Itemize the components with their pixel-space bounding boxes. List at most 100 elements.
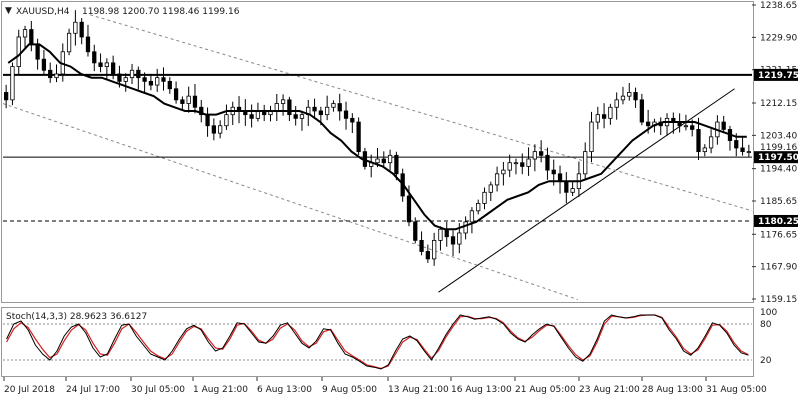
candle-body (406, 195, 412, 223)
level-tag (754, 68, 798, 81)
channel-line (89, 14, 753, 212)
candle-body (218, 125, 223, 134)
candle-body (740, 147, 745, 153)
candle-body (299, 114, 305, 119)
candle-body (92, 51, 97, 64)
candle-body (48, 69, 53, 79)
price-axis-label: 1194.40 (760, 165, 797, 175)
candle-body (381, 158, 386, 164)
candle-body (494, 173, 500, 186)
time-axis-label: 24 Jul 17:00 (66, 385, 120, 395)
candle-body (293, 114, 298, 119)
candle-body (734, 140, 739, 149)
candle-body (557, 173, 563, 182)
symbol-icon: ▼ (5, 6, 12, 16)
candle-body (104, 62, 109, 67)
candle-body (148, 80, 154, 86)
candle-body (280, 99, 286, 104)
candle-body (469, 210, 475, 223)
candle-body (98, 62, 103, 67)
oscillator-axis-label: 80 (760, 320, 772, 330)
time-axis: 20 Jul 2018 24 Jul 17:00 30 Jul 05:00 1 Aug… (3, 377, 767, 395)
candle-body (746, 151, 751, 154)
candle-body (10, 66, 15, 101)
candle-body (180, 99, 185, 104)
candle-body (526, 158, 531, 167)
candle-body (331, 103, 336, 108)
candle-body (488, 184, 493, 193)
candle-body (111, 62, 116, 75)
candle-body (22, 29, 28, 38)
price-axis-label: 1229.90 (760, 33, 797, 43)
candle-body (551, 169, 556, 175)
candle-body (4, 92, 9, 101)
candle-body (123, 77, 128, 82)
oscillator-panel-frame (1, 307, 754, 377)
candle-body (66, 32, 72, 53)
candle-body (167, 80, 172, 90)
candle-body (186, 95, 191, 104)
candle-body (85, 36, 91, 53)
candle-body (639, 99, 644, 123)
candle-body (570, 188, 575, 193)
candle-body (35, 43, 40, 60)
oscillator-axis-label: 100 (760, 308, 777, 318)
time-axis-label: 21 Aug 05:00 (515, 385, 576, 395)
price-axis-label: 1238.65 (760, 1, 797, 11)
stochastic-oscillator: 100 80 20 (3, 308, 777, 370)
candle-body (476, 203, 481, 212)
time-axis-label: 9 Aug 05:00 (322, 385, 377, 395)
candle-body (173, 88, 179, 101)
level-tag (754, 151, 798, 164)
candle-body (318, 110, 323, 116)
candle-body (633, 92, 638, 101)
candle-body (29, 29, 34, 45)
candle-body (683, 125, 689, 128)
candle-body (350, 117, 355, 123)
candle-body (287, 99, 292, 116)
candle-body (375, 158, 380, 164)
candle-body (136, 69, 141, 79)
time-axis-label: 30 Jul 05:00 (131, 385, 185, 395)
chart-header-symbol: XAUUSD,H4 (16, 7, 70, 17)
price-axis-label: 1167.90 (760, 263, 797, 273)
candle-body (161, 77, 166, 82)
price-level-tags: 1219.75 1197.50 1180.25 1199.16 (754, 68, 799, 227)
candle-body (312, 106, 317, 112)
moving-average-line (7, 43, 747, 231)
candle-body (413, 221, 418, 241)
candle-body (205, 114, 210, 127)
candle-body (539, 151, 544, 156)
candle-body (520, 162, 525, 167)
candle-body (507, 162, 512, 171)
candle-body (142, 77, 147, 82)
candle-body (394, 154, 399, 175)
candle-body (513, 162, 519, 165)
candle-body (595, 114, 600, 123)
candle-body (419, 239, 424, 252)
price-axis-label: 1203.40 (760, 131, 797, 141)
time-axis-label: 28 Aug 13:00 (642, 385, 703, 395)
candle-body (249, 114, 254, 119)
time-axis-label: 23 Aug 21:00 (579, 385, 640, 395)
candle-body (620, 95, 626, 101)
candle-body (646, 121, 651, 127)
time-axis-label: 6 Aug 13:00 (257, 385, 312, 395)
candle-body (501, 169, 506, 175)
candle-body (224, 114, 229, 127)
candle-body (199, 106, 204, 116)
candle-body (564, 180, 569, 193)
candle-body (463, 221, 468, 234)
level-tag-label: 1219.75 (758, 71, 799, 81)
candle-body (117, 73, 122, 82)
candle-body (425, 251, 430, 260)
candle-body (702, 147, 707, 153)
candle-body (274, 103, 279, 112)
candle-body (41, 58, 47, 71)
candle-body (211, 125, 216, 134)
time-axis-label: 13 Aug 21:00 (388, 385, 449, 395)
candle-body (432, 239, 437, 260)
level-tag-label: 1197.50 (758, 153, 799, 163)
time-axis-label: 16 Aug 13:00 (451, 385, 512, 395)
moving-average (7, 43, 747, 231)
